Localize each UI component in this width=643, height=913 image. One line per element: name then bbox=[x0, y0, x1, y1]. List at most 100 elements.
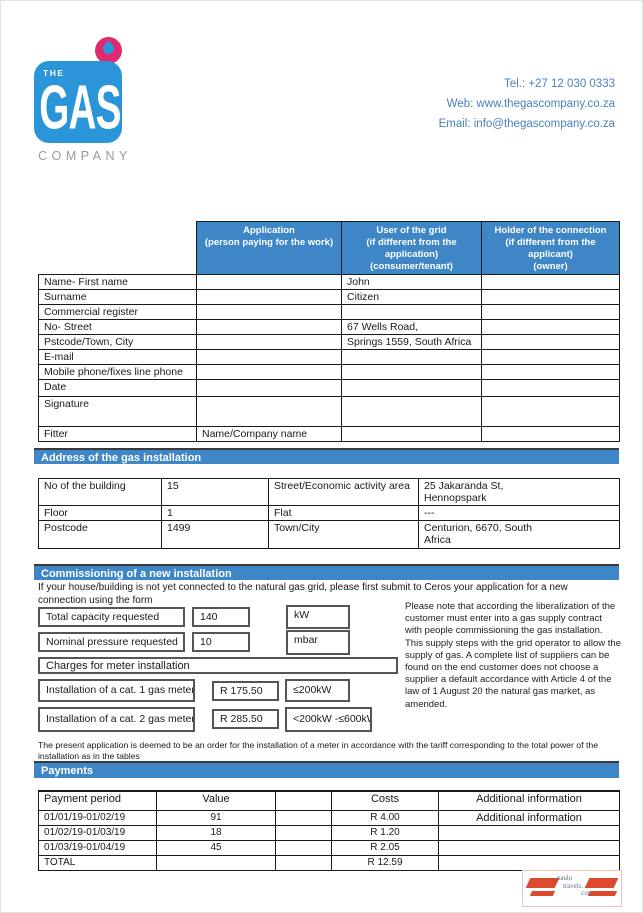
cell-application bbox=[196, 334, 342, 350]
cell-period: TOTAL bbox=[38, 855, 157, 871]
cell-value: 45 bbox=[156, 840, 276, 856]
field-value-total-capacity[interactable]: 140 bbox=[192, 607, 250, 627]
cell-user: 67 Wells Road, bbox=[341, 319, 482, 335]
cell-spacer bbox=[275, 825, 332, 841]
cell-costs: R 2.05 bbox=[331, 840, 439, 856]
payments-table: Payment period Value Costs Additional in… bbox=[38, 790, 620, 871]
cell-spacer bbox=[275, 840, 332, 856]
cell-value: --- bbox=[418, 505, 620, 521]
row-label: No of the building bbox=[38, 478, 162, 506]
cell-application bbox=[196, 379, 342, 397]
row-label: No- Street bbox=[38, 319, 197, 335]
row-label: Postcode bbox=[38, 520, 162, 549]
row-label: Signature bbox=[38, 396, 197, 427]
row-label: Street/Economic activity area bbox=[268, 478, 419, 506]
company-logo: THE GAS COMPANY bbox=[34, 37, 136, 163]
cell-holder bbox=[481, 274, 620, 290]
field-value-nominal-pressure[interactable]: 10 bbox=[192, 632, 250, 652]
cell-value: 1499 bbox=[161, 520, 269, 549]
row-label: Mobile phone/fixes line phone bbox=[38, 364, 197, 380]
row-label: Date bbox=[38, 379, 197, 397]
cell-holder bbox=[481, 319, 620, 335]
cell-value: Centurion, 6670, South Africa bbox=[418, 520, 620, 549]
field-label-total-capacity: Total capacity requested bbox=[38, 607, 185, 627]
table-row: 01/02/19-01/03/19 18 R 1.20 bbox=[38, 825, 620, 841]
logo-square: THE GAS bbox=[34, 61, 122, 143]
cell-info bbox=[438, 840, 620, 856]
row-label: Floor bbox=[38, 505, 162, 521]
table-row: No- Street 67 Wells Road, bbox=[38, 319, 620, 335]
table-row: Floor 1 Flat --- bbox=[38, 505, 620, 521]
cell-info bbox=[438, 825, 620, 841]
table-row: Commercial register bbox=[38, 304, 620, 320]
table-row: No of the building 15 Street/Economic ac… bbox=[38, 478, 620, 506]
cell-user bbox=[341, 426, 482, 442]
header-blank-cell bbox=[39, 222, 197, 275]
cell-holder bbox=[481, 426, 620, 442]
contact-info: Tel.: +27 12 030 0333 Web: www.thegascom… bbox=[439, 74, 615, 134]
cell-user: Citizen bbox=[341, 289, 482, 305]
meter-cat1-range: ≤200kW bbox=[285, 679, 350, 702]
cell-application bbox=[196, 319, 342, 335]
row-label: Town/City bbox=[268, 520, 419, 549]
meter-cat1-price: R 175.50 bbox=[212, 681, 279, 701]
cell-info bbox=[438, 855, 620, 871]
field-unit-mbar: mbar bbox=[286, 630, 350, 655]
table-row: E-mail bbox=[38, 349, 620, 365]
table-row: Mobile phone/fixes line phone bbox=[38, 364, 620, 380]
applicant-table: Application (person paying for the work)… bbox=[38, 221, 620, 442]
cell-holder bbox=[481, 289, 620, 305]
header-spacer bbox=[275, 790, 332, 811]
cell-user bbox=[341, 304, 482, 320]
contact-web[interactable]: Web: www.thegascompany.co.za bbox=[446, 98, 615, 110]
contact-email[interactable]: Email: info@thegascompany.co.za bbox=[438, 118, 615, 130]
table-row: Pstcode/Town, City Springs 1559, South A… bbox=[38, 334, 620, 350]
stamp-line: travels. bbox=[563, 882, 583, 890]
cell-period: 01/02/19-01/03/19 bbox=[38, 825, 157, 841]
header-application: Application (person paying for the work) bbox=[196, 221, 342, 275]
charges-heading: Charges for meter installation bbox=[38, 657, 398, 674]
stamp-line: com bbox=[581, 890, 593, 898]
row-label: Name- First name bbox=[38, 274, 197, 290]
table-row: Surname Citizen bbox=[38, 289, 620, 305]
table-row: Name- First name John bbox=[38, 274, 620, 290]
section-bar-address: Address of the gas installation bbox=[34, 448, 619, 464]
cell-holder bbox=[481, 396, 620, 427]
meter-cat2-label: Installation of a cat. 2 gas meter bbox=[38, 707, 195, 732]
cell-holder bbox=[481, 334, 620, 350]
applicant-table-header-row: Application (person paying for the work)… bbox=[39, 221, 620, 275]
cell-application bbox=[196, 274, 342, 290]
cell-value: 15 bbox=[161, 478, 269, 506]
table-row: 01/03/19-01/04/19 45 R 2.05 bbox=[38, 840, 620, 856]
signature-row: Signature bbox=[38, 396, 620, 427]
meter-cat1-label: Installation of a cat. 1 gas meter bbox=[38, 679, 195, 702]
header-costs: Costs bbox=[331, 790, 439, 811]
row-label: Fitter bbox=[38, 426, 197, 442]
cell-value: 91 bbox=[156, 810, 276, 826]
table-row: Postcode 1499 Town/City Centurion, 6670,… bbox=[38, 520, 620, 549]
cell-period: 01/03/19-01/04/19 bbox=[38, 840, 157, 856]
header-holder-of-connection: Holder of the connection (if different f… bbox=[481, 221, 620, 275]
row-label: Pstcode/Town, City bbox=[38, 334, 197, 350]
cell-holder bbox=[481, 349, 620, 365]
paulo-travels-stamp: paulo travels. com bbox=[522, 870, 622, 907]
flame-circle-icon bbox=[95, 37, 122, 64]
gas-flame-icon bbox=[100, 40, 117, 57]
section-bar-commissioning: Commissioning of a new installation bbox=[34, 564, 619, 580]
header-payment-period: Payment period bbox=[38, 790, 157, 811]
cell-user: John bbox=[341, 274, 482, 290]
contact-tel: Tel.: +27 12 030 0333 bbox=[504, 78, 615, 90]
field-unit-kw: kW bbox=[286, 605, 350, 629]
row-label: Surname bbox=[38, 289, 197, 305]
table-row: 01/01/19-01/02/19 91 R 4.00 Additional i… bbox=[38, 810, 620, 826]
cell-holder bbox=[481, 364, 620, 380]
logo-company-text: COMPANY bbox=[38, 149, 132, 163]
cell-value: 1 bbox=[161, 505, 269, 521]
meter-cat2-range: <200kW -≤600kW bbox=[285, 707, 372, 732]
cell-user: Springs 1559, South Africa bbox=[341, 334, 482, 350]
cell-application bbox=[196, 364, 342, 380]
cell-value bbox=[156, 855, 276, 871]
cell-application bbox=[196, 349, 342, 365]
fitter-row: Fitter Name/Company name bbox=[38, 426, 620, 442]
